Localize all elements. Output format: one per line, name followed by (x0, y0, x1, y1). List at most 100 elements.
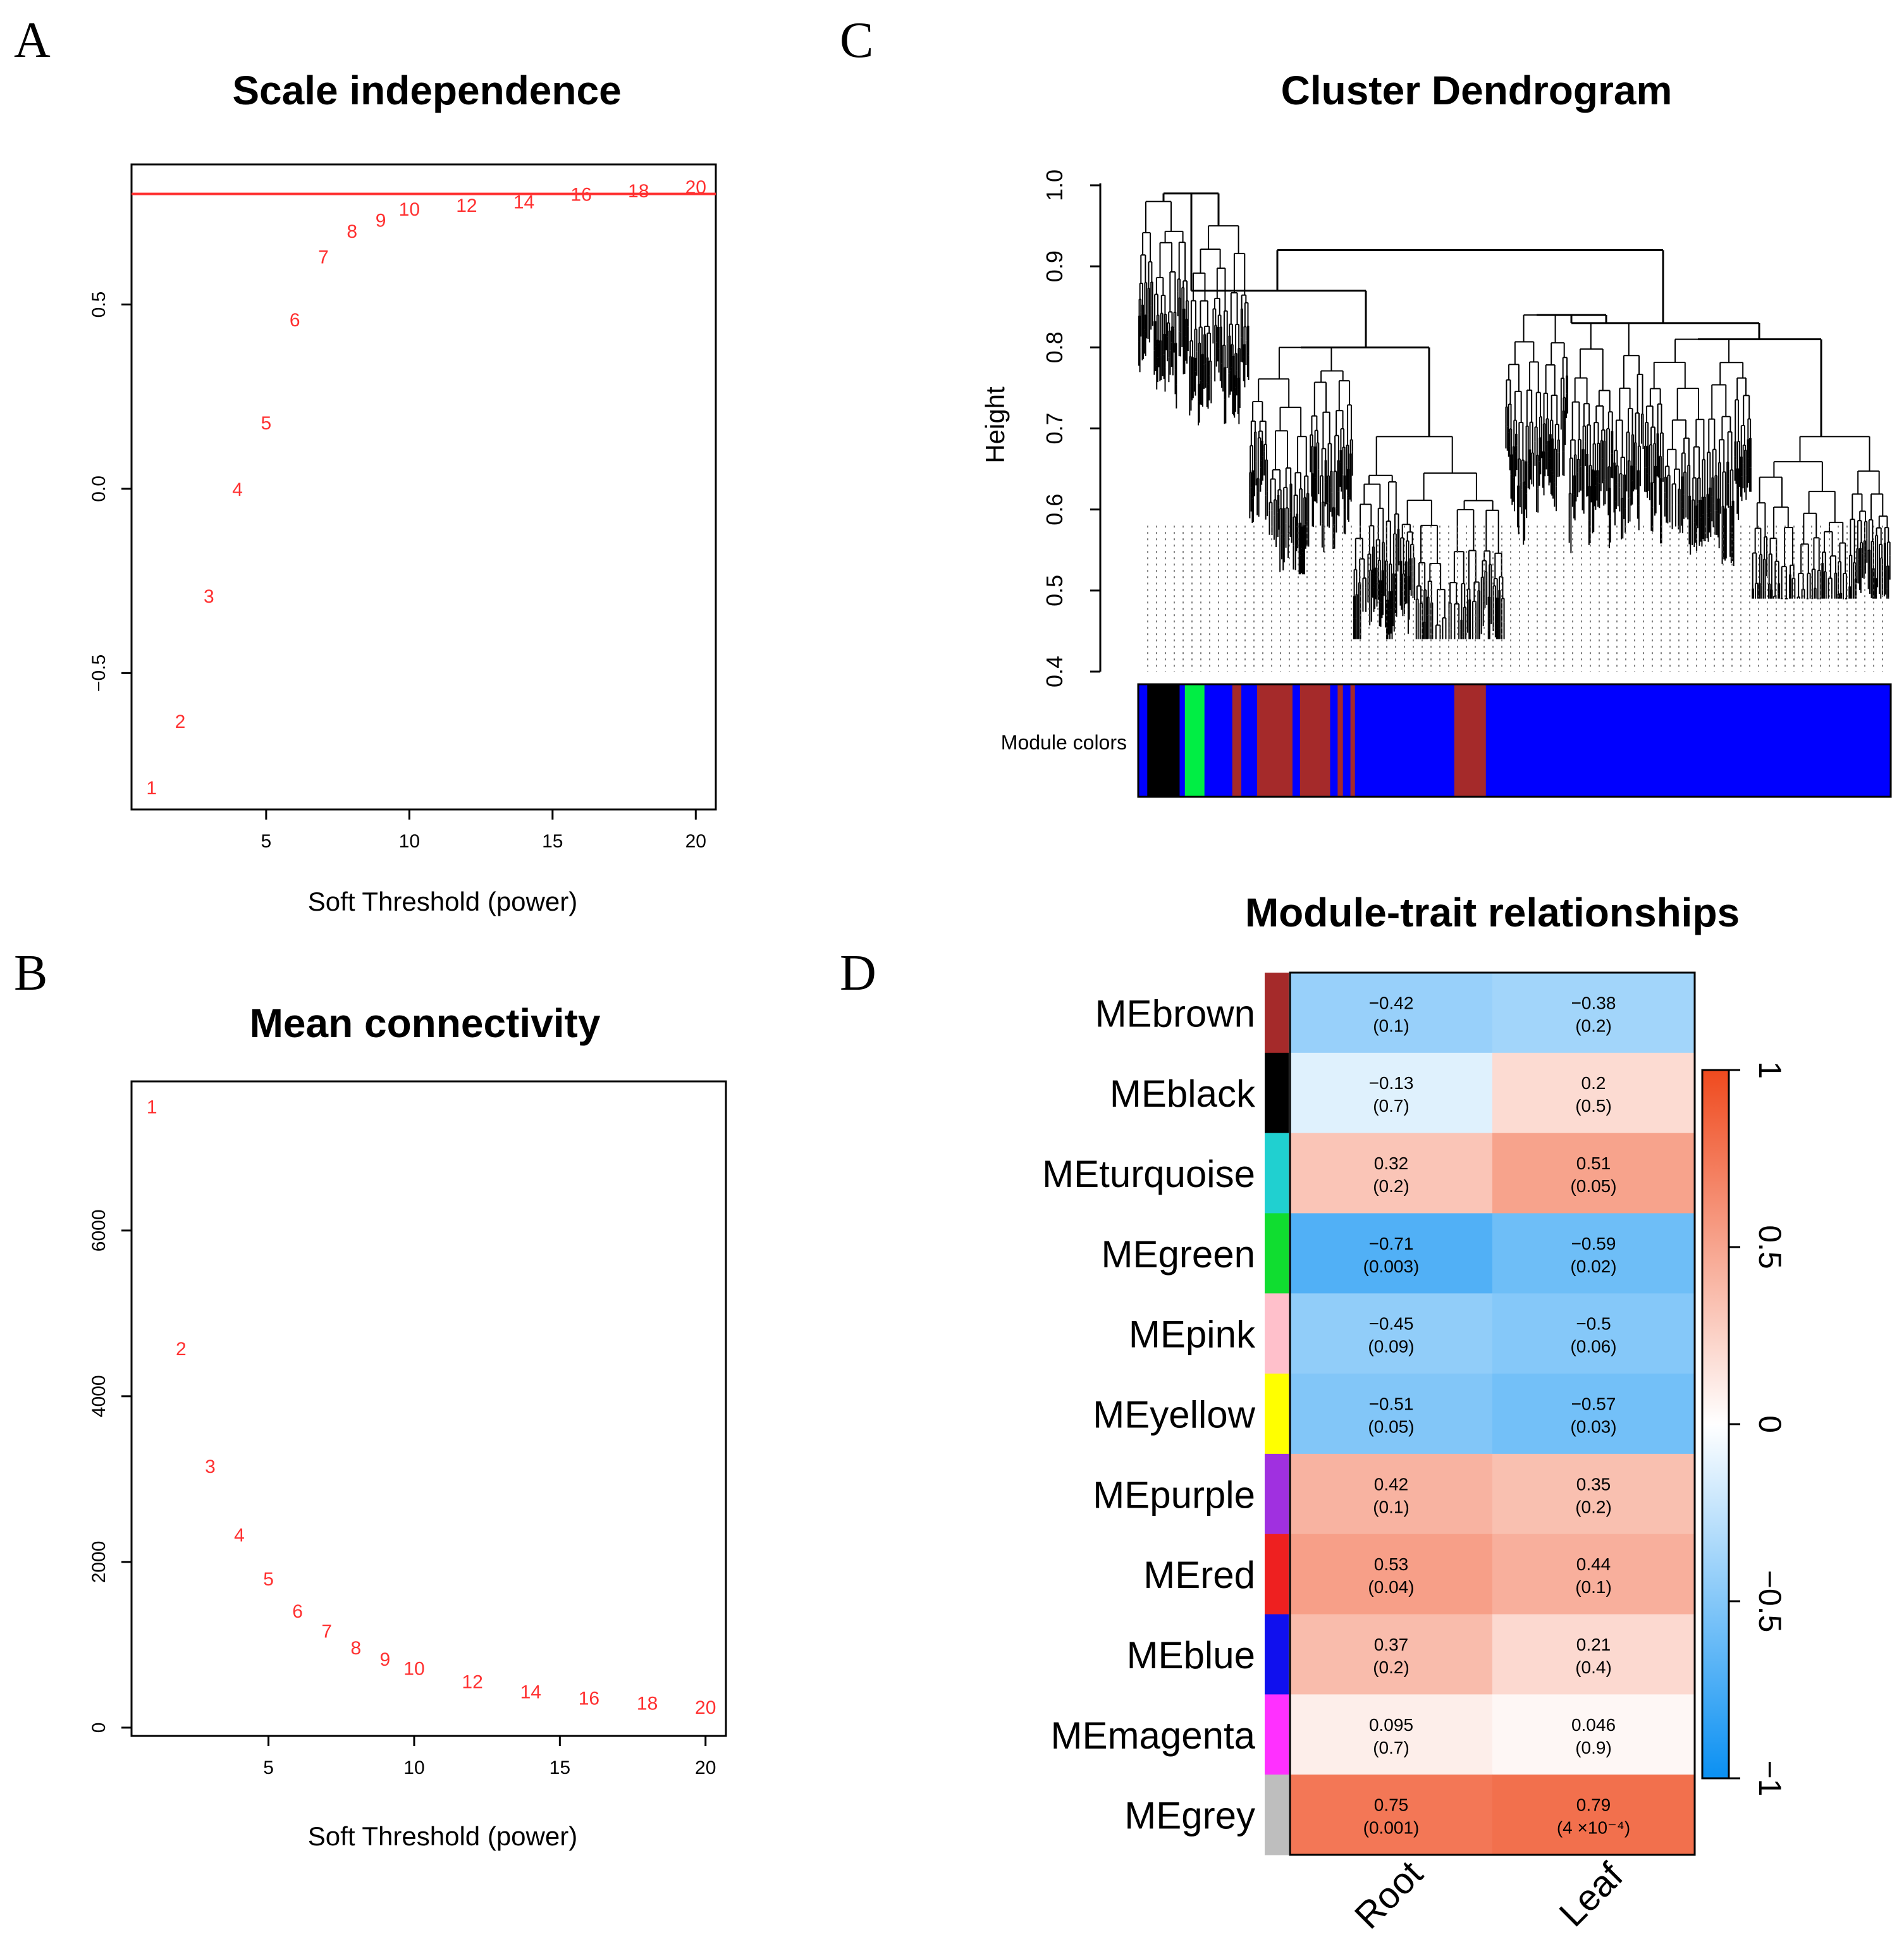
module-swatch (1265, 1775, 1289, 1855)
heatmap-row-label: MEmagenta (1051, 1714, 1256, 1757)
module-swatch (1265, 1293, 1289, 1374)
scale-point: 18 (628, 181, 649, 202)
dendro-y-tick-label: 0.7 (1041, 412, 1067, 444)
mean-point: 7 (321, 1621, 332, 1642)
module-color-bar (1138, 684, 1891, 797)
mean-point: 16 (579, 1688, 599, 1709)
heatmap-cell-pvalue: (0.2) (1575, 1016, 1612, 1035)
scale-point: 7 (318, 247, 329, 268)
mean-point: 10 (403, 1659, 424, 1680)
mean-y-tick-label: 2000 (89, 1541, 109, 1583)
heatmap-cell-value: 0.046 (1571, 1715, 1616, 1735)
mean-point: 3 (205, 1456, 216, 1477)
module-color-bar-frame (1137, 683, 1892, 798)
panel-label-c: C (840, 13, 873, 68)
heatmap-cell-value: −0.42 (1369, 993, 1414, 1012)
heatmap-cell-value: 0.53 (1374, 1554, 1409, 1574)
heatmap-row-label: MEturquoise (1042, 1153, 1255, 1195)
heatmap-cell-value: 0.79 (1576, 1795, 1611, 1815)
scale-x-tick-label: 5 (261, 831, 272, 852)
module-swatch (1265, 1614, 1289, 1695)
dendro-y-tick-label: 0.5 (1041, 575, 1067, 606)
cluster-dendrogram-chart: Cluster Dendrogram 0.4 0.5 0.6 0.7 0.8 0.9 1.0… (980, 68, 1892, 798)
heatmap-cell-value: 0.21 (1576, 1635, 1611, 1654)
module-color-segment (1354, 684, 1455, 797)
heatmap-cell-value: 0.32 (1374, 1153, 1409, 1173)
module-trait-heatmap: Module-trait relationships −0.42 (0.1) −0.… (1042, 890, 1788, 1937)
color-scale-tick-label: 0 (1752, 1415, 1788, 1433)
heatmap-chart-title: Module-trait relationships (1245, 890, 1740, 935)
heatmap-cell-pvalue: (0.1) (1575, 1577, 1612, 1597)
heatmap-cell (1492, 1293, 1695, 1374)
dendrogram-tree (1138, 192, 1891, 672)
heatmap-cell-value: 0.35 (1576, 1474, 1611, 1494)
module-color-segment (1485, 684, 1891, 797)
heatmap-row-label: MEpink (1129, 1313, 1256, 1356)
dendro-y-tick-label: 0.6 (1041, 494, 1067, 526)
scale-chart-title: Scale independence (232, 68, 621, 113)
mean-point: 1 (147, 1097, 157, 1117)
color-scale-tick-label: −0.5 (1752, 1570, 1788, 1633)
heatmap-row-label: MEgreen (1102, 1233, 1255, 1276)
module-swatch (1265, 1133, 1289, 1214)
heatmap-cell-value: −0.45 (1369, 1314, 1414, 1334)
heatmap-row-label: MEgrey (1124, 1795, 1255, 1837)
scale-x-tick-label: 10 (399, 831, 420, 852)
heatmap-cell-pvalue: (4 ×10⁻⁴) (1557, 1818, 1630, 1838)
module-color-segment (1184, 684, 1205, 797)
heatmap-row-label: MEblack (1110, 1073, 1256, 1115)
heatmap-cell-value: −0.59 (1571, 1234, 1616, 1253)
module-swatch (1265, 1213, 1289, 1294)
mean-point: 18 (637, 1694, 658, 1714)
mean-x-tick-label: 10 (403, 1757, 424, 1778)
dendro-chart-title: Cluster Dendrogram (1281, 68, 1673, 113)
heatmap-cell (1290, 1133, 1493, 1214)
module-color-segment (1292, 684, 1301, 797)
panel-label-a: A (14, 13, 51, 68)
module-swatch (1265, 1534, 1289, 1615)
heatmap-cell-pvalue: (0.03) (1570, 1417, 1616, 1437)
heatmap-cells: −0.42 (0.1) −0.38 (0.2) −0.13 (0.7) 0.2 (0.5) 0.… (1290, 973, 1695, 1855)
scale-point: 3 (204, 586, 214, 607)
heatmap-cell-pvalue: (0.9) (1575, 1738, 1612, 1757)
heatmap-cell-value: −0.51 (1369, 1394, 1414, 1414)
color-scale-tick-label: 1 (1752, 1061, 1788, 1079)
heatmap-cell (1492, 973, 1695, 1054)
scale-point: 8 (347, 221, 357, 242)
heatmap-cell (1492, 1694, 1695, 1775)
heatmap-cell-value: 0.095 (1369, 1715, 1413, 1735)
heatmap-cell (1492, 1614, 1695, 1695)
module-color-segment (1299, 684, 1330, 797)
heatmap-cell-pvalue: (0.05) (1570, 1176, 1616, 1196)
heatmap-cell-pvalue: (0.001) (1363, 1818, 1420, 1838)
heatmap-cell (1290, 1052, 1493, 1134)
module-color-segment (1232, 684, 1242, 797)
heatmap-row-label: MEpurple (1093, 1473, 1255, 1516)
dendro-y-label: Height (980, 386, 1010, 464)
scale-x-label: Soft Threshold (power) (308, 887, 577, 916)
scale-point: 9 (376, 210, 386, 231)
heatmap-cell-pvalue: (0.2) (1373, 1658, 1410, 1677)
panel-label-b: B (14, 945, 47, 1001)
module-color-segment (1337, 684, 1344, 797)
scale-point: 1 (146, 778, 157, 799)
module-swatch (1265, 1694, 1289, 1775)
dendro-y-tick-label: 0.8 (1041, 331, 1067, 363)
heatmap-cell (1492, 1052, 1695, 1134)
mean-point: 8 (350, 1638, 361, 1659)
scale-point: 20 (685, 177, 706, 198)
heatmap-cell-pvalue: (0.05) (1368, 1417, 1414, 1437)
heatmap-row-label: MEblue (1127, 1634, 1255, 1676)
mean-x-tick-label: 15 (550, 1757, 570, 1778)
heatmap-row-label: MEyellow (1093, 1394, 1255, 1436)
scale-y-tick-label: 0.0 (89, 476, 109, 502)
heatmap-cell-pvalue: (0.1) (1373, 1016, 1410, 1035)
module-colors-label: Module colors (1001, 731, 1127, 754)
heatmap-cell-pvalue: (0.003) (1363, 1257, 1420, 1276)
color-scale-ticks: −1 −0.5 0 0.5 1 (1729, 1061, 1788, 1797)
panel-label-d: D (840, 945, 876, 1001)
heatmap-cell-pvalue: (0.4) (1575, 1658, 1612, 1677)
color-scale-legend (1701, 1069, 1730, 1780)
heatmap-cell-value: −0.5 (1576, 1314, 1611, 1334)
